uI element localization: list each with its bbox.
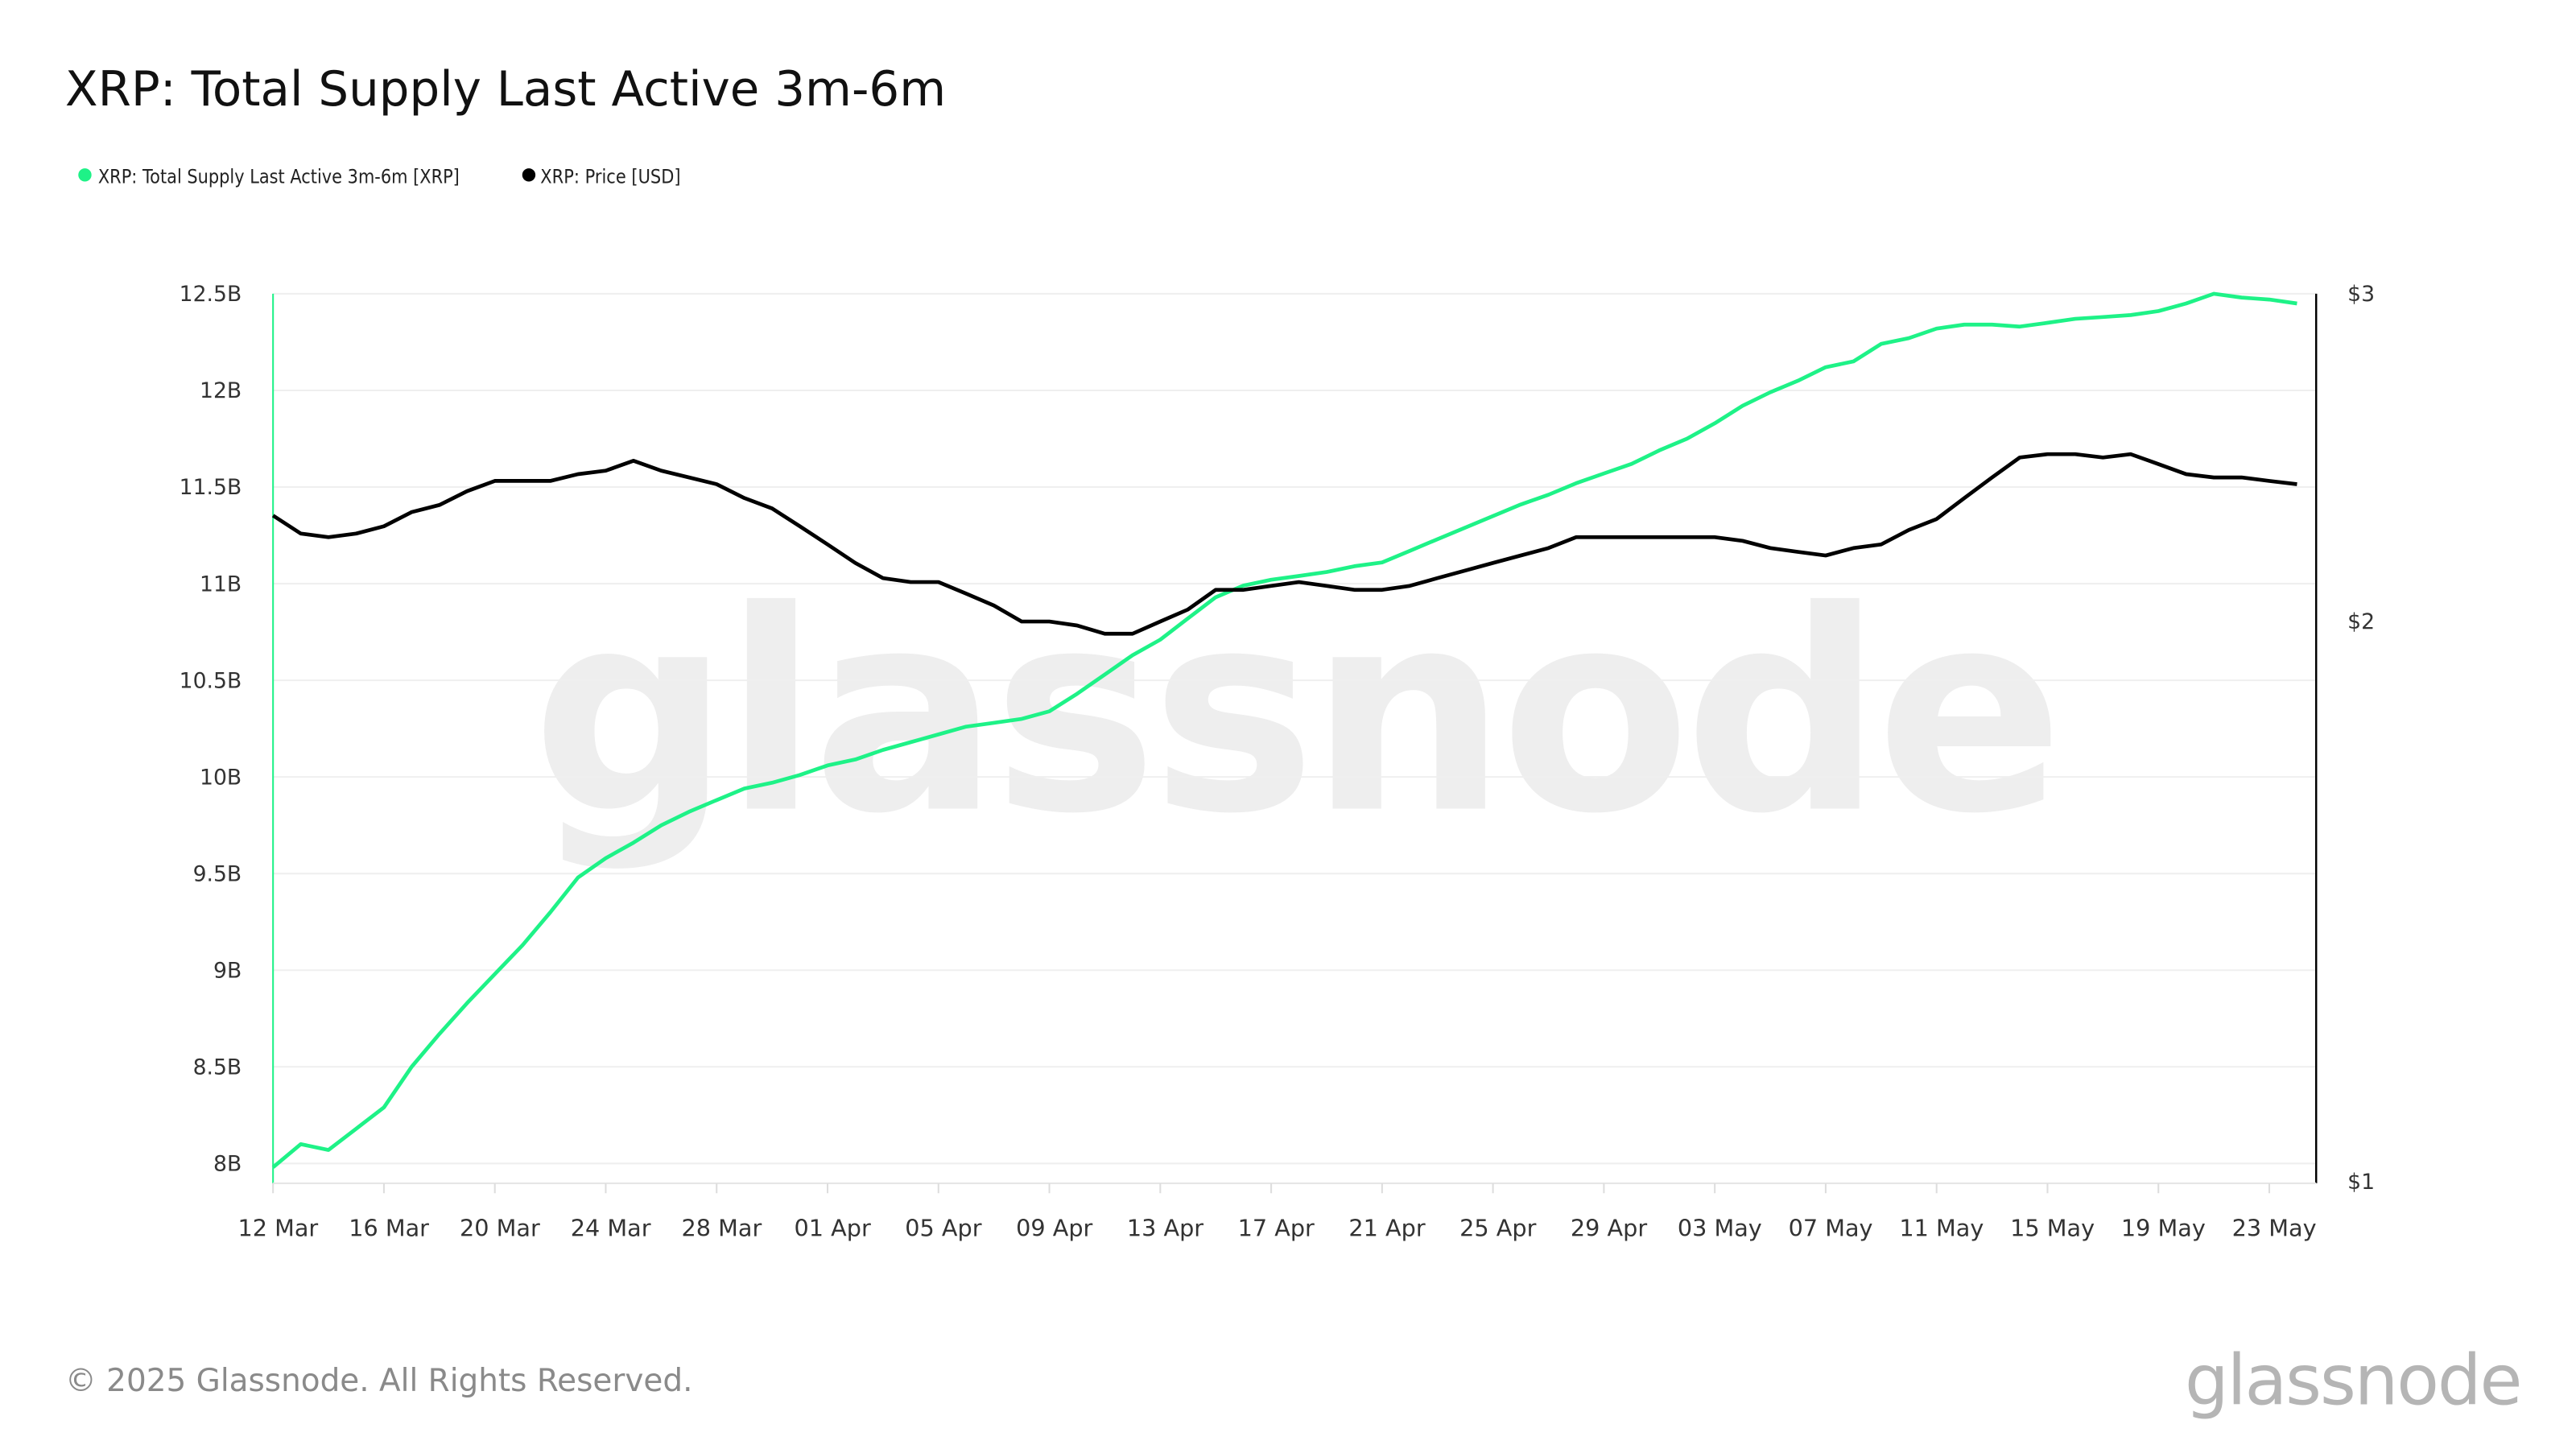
y-left-tick-label: 8.5B (193, 1055, 242, 1080)
y-left-tick-label: 10B (200, 765, 242, 790)
y-left-tick-label: 9.5B (193, 861, 242, 886)
legend-label-supply[interactable]: XRP: Total Supply Last Active 3m-6m [XRP… (98, 166, 460, 188)
glassnode-logo: glassnode (2185, 1341, 2520, 1422)
x-tick-label: 16 Mar (349, 1215, 429, 1242)
x-tick-label: 17 Apr (1238, 1215, 1315, 1242)
y-left-tick-label: 9B (213, 958, 242, 983)
x-tick-label: 21 Apr (1348, 1215, 1425, 1242)
x-tick-label: 13 Apr (1127, 1215, 1203, 1242)
y-left-tick-label: 11.5B (180, 475, 242, 500)
y-left-tick-label: 10.5B (180, 668, 242, 693)
x-tick-label: 19 May (2121, 1215, 2206, 1242)
x-tick-label: 09 Apr (1016, 1215, 1092, 1242)
chart-title: XRP: Total Supply Last Active 3m-6m (65, 62, 946, 118)
x-tick-label: 12 Mar (237, 1215, 318, 1242)
legend-marker-supply (78, 168, 92, 182)
copyright: © 2025 Glassnode. All Rights Reserved. (65, 1363, 693, 1399)
watermark: glassnode (532, 552, 2058, 875)
x-tick-label: 24 Mar (571, 1215, 651, 1242)
series-lines (271, 291, 2297, 1169)
grid (273, 292, 2317, 1165)
y-right-tick-label: $3 (2347, 282, 2375, 307)
y-left-tick-label: 11B (200, 572, 242, 597)
y-left-tick-label: 8B (213, 1152, 242, 1177)
legend-label-price[interactable]: XRP: Price [USD] (540, 166, 680, 188)
x-tick-label: 15 May (2010, 1215, 2095, 1242)
x-tick-label: 20 Mar (460, 1215, 540, 1242)
supply-line (271, 291, 2297, 1169)
x-tick-label: 07 May (1789, 1215, 1873, 1242)
y-right-tick-label: $1 (2347, 1170, 2375, 1195)
axes: 8B 8.5B 9B 9.5B 10B 10.5B 11B 11.5B 12B 12.5B $1 $2… (180, 282, 2375, 1241)
x-tick-label: 29 Apr (1571, 1215, 1647, 1242)
x-tick-label: 03 May (1678, 1215, 1762, 1242)
x-tick-label: 23 May (2232, 1215, 2317, 1242)
x-tick-label: 01 Apr (795, 1215, 871, 1242)
x-tick-label: 25 Apr (1459, 1215, 1536, 1242)
x-tick-label: 28 Mar (682, 1215, 762, 1242)
x-tick-label: 05 Apr (905, 1215, 981, 1242)
x-tick-label: 11 May (1899, 1215, 1984, 1242)
legend: XRP: Total Supply Last Active 3m-6m [XRP… (78, 166, 681, 188)
price-line (271, 452, 2297, 636)
y-left-tick-label: 12.5B (180, 282, 242, 307)
y-left-tick-label: 12B (200, 378, 242, 403)
y-right-tick-label: $2 (2347, 609, 2375, 634)
legend-marker-price (522, 168, 536, 182)
